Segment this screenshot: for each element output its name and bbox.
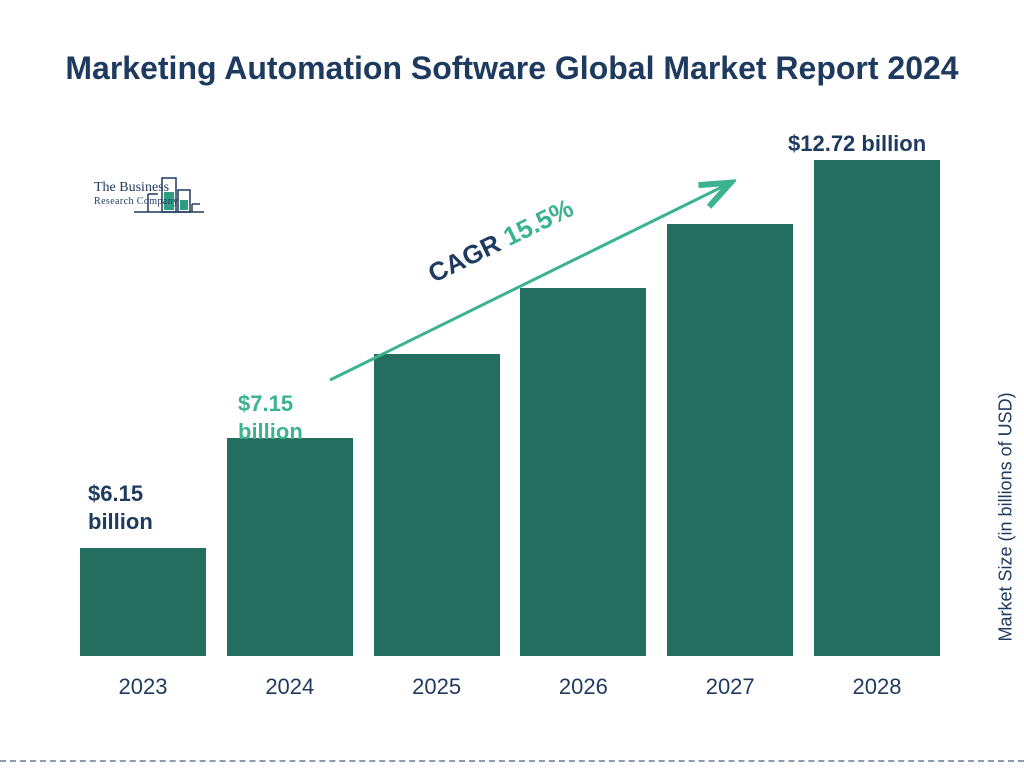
x-label: 2024 [227,674,353,700]
bar [80,548,206,656]
bar [814,160,940,656]
value-label: $6.15billion [88,480,153,535]
bar [667,224,793,656]
bar [374,354,500,656]
x-label: 2025 [374,674,500,700]
x-label: 2026 [520,674,646,700]
x-label: 2027 [667,674,793,700]
x-label: 2028 [814,674,940,700]
value-label: $7.15billion [238,390,303,445]
bottom-dashed-line [0,760,1024,762]
bar-slot [80,160,206,656]
chart-canvas: Marketing Automation Software Global Mar… [0,0,1024,768]
x-label: 2023 [80,674,206,700]
y-axis-label: Market Size (in billions of USD) [996,392,1017,641]
bar-slot [667,160,793,656]
bar-slot [814,160,940,656]
x-axis-labels: 2023 2024 2025 2026 2027 2028 [80,674,940,700]
chart-title: Marketing Automation Software Global Mar… [0,48,1024,88]
value-label: $12.72 billion [788,130,926,158]
bar [227,438,353,656]
bar [520,288,646,656]
